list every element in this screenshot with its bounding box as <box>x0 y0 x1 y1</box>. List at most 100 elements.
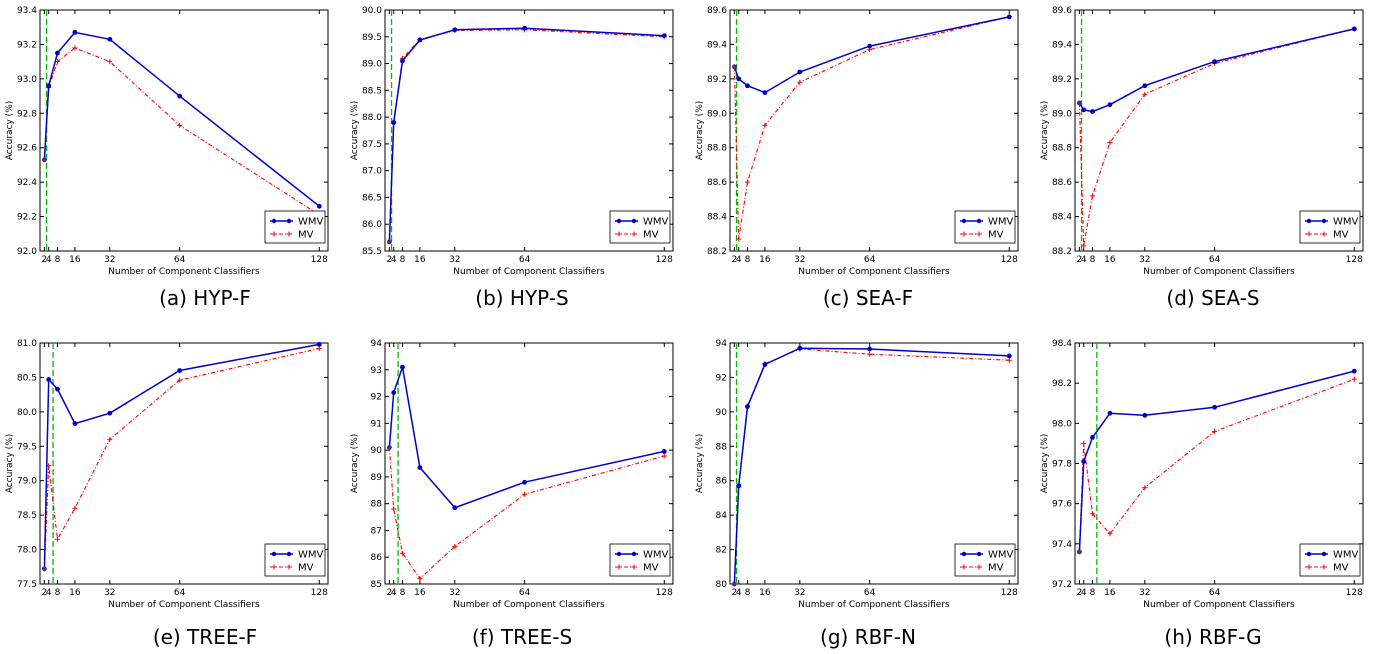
data-point-wmv <box>400 364 405 370</box>
y-tick-label: 89.6 <box>1052 6 1072 16</box>
y-axis-label: Accuracy (%) <box>695 101 705 161</box>
x-tick-label: 2 <box>41 255 47 265</box>
y-tick-label: 92.2 <box>17 213 37 223</box>
legend-marker-wmv <box>286 218 292 224</box>
x-tick-label: 4 <box>1081 255 1087 265</box>
y-tick-label: 87.5 <box>362 140 382 150</box>
legend-label-wmv: WMV <box>298 550 324 561</box>
data-point-wmv <box>316 203 322 209</box>
x-tick-label: 4 <box>1081 588 1087 598</box>
panel-5: 77.5 78.0 78.5 79.0 79.5 80.0 80.5 81.0 24 8 16 32 6… <box>5 339 329 649</box>
legend-marker-mv <box>271 231 277 237</box>
x-tick-label: 64 <box>174 588 186 598</box>
data-point-wmv <box>1142 83 1148 89</box>
data-point-mv <box>1089 511 1095 517</box>
y-tick-label: 77.5 <box>17 580 37 590</box>
plot-frame <box>1074 9 1364 252</box>
data-point-wmv <box>745 83 750 89</box>
data-point-mv <box>177 122 183 128</box>
y-tick-label: 89.0 <box>707 109 727 119</box>
y-tick-label: 94 <box>371 339 383 349</box>
panel-8: 97.2 97.4 97.6 97.8 98.0 98.2 98.4 24 8 16 32 64 128… <box>1040 339 1364 649</box>
legend-marker-wmv <box>616 551 622 557</box>
legend: WMV MV <box>954 543 1016 577</box>
legend-marker-mv <box>631 564 637 570</box>
y-tick-label: 92 <box>371 393 382 403</box>
y-tick-label: 98.2 <box>1052 379 1072 389</box>
legend-box <box>264 210 326 244</box>
panel-4: 88.2 88.4 88.6 88.8 89.0 89.2 89.4 89.6 24 8 16 32 6… <box>1040 6 1364 310</box>
legend-marker-wmv <box>976 551 982 557</box>
data-point-wmv <box>72 421 78 426</box>
legend-label-wmv: WMV <box>298 217 324 228</box>
legend: WMV MV <box>954 210 1016 244</box>
x-axis-label: Number of Component Classifiers <box>798 600 950 610</box>
data-point-wmv <box>46 377 52 382</box>
legend-marker-mv <box>286 564 292 570</box>
data-point-wmv <box>72 29 78 35</box>
y-tick-label: 91 <box>371 419 382 429</box>
y-tick-label: 89.2 <box>707 75 727 85</box>
x-tick-label: 32 <box>1139 588 1150 598</box>
legend-label-mv: MV <box>988 230 1004 241</box>
data-point-wmv <box>177 368 183 373</box>
legend-box <box>954 543 1016 577</box>
legend-label-wmv: WMV <box>1333 550 1359 561</box>
x-tick-label: 8 <box>400 588 406 598</box>
x-tick-label: 32 <box>104 588 115 598</box>
y-tick-label: 80 <box>716 580 728 590</box>
x-axis-label: Number of Component Classifiers <box>108 600 260 610</box>
x-tick-label: 32 <box>104 255 115 265</box>
x-tick-label: 8 <box>745 588 751 598</box>
y-tick-label: 98.0 <box>1052 419 1072 429</box>
data-point-wmv <box>1212 59 1218 65</box>
y-axis-label: Accuracy (%) <box>5 101 15 161</box>
panel-7: 80 82 84 86 88 90 92 94 24 8 16 32 64 128 Number of Co… <box>695 339 1019 649</box>
legend-label-mv: MV <box>643 230 659 241</box>
y-tick-label: 89.0 <box>362 60 382 70</box>
y-axis-label: Accuracy (%) <box>695 434 705 494</box>
plot-frame <box>384 9 674 252</box>
legend: WMV MV <box>609 543 671 577</box>
legend-marker-mv <box>1306 231 1312 237</box>
panel-2: 85.5 86.0 86.5 87.0 87.5 88.0 88.5 89.0 89.5 90.0… <box>350 6 674 310</box>
x-tick-label: 32 <box>794 588 805 598</box>
x-tick-label: 2 <box>41 588 47 598</box>
panel-caption: (a) HYP-F <box>159 286 251 310</box>
x-tick-label: 32 <box>449 255 460 265</box>
y-tick-label: 88.2 <box>1052 247 1072 257</box>
x-tick-label: 8 <box>1090 588 1096 598</box>
x-tick-label: 128 <box>311 588 328 598</box>
y-tick-label: 85.5 <box>362 247 382 257</box>
y-tick-label: 93.0 <box>17 75 37 85</box>
data-point-wmv <box>452 27 458 33</box>
x-tick-label: 2 <box>386 588 392 598</box>
data-point-mv <box>391 506 397 512</box>
y-tick-label: 88.4 <box>707 213 727 223</box>
y-tick-label: 88.5 <box>362 86 382 96</box>
x-axis-label: Number of Component Classifiers <box>453 600 605 610</box>
legend-box <box>1299 210 1361 244</box>
x-tick-label: 64 <box>1209 588 1221 598</box>
y-tick-label: 88.6 <box>1052 178 1072 188</box>
series-line-wmv <box>388 27 665 242</box>
panel-1: 92.0 92.2 92.4 92.6 92.8 93.0 93.2 93.4 24 8 16 32 6… <box>5 6 329 310</box>
data-point-wmv <box>731 581 737 587</box>
y-axis-label: Accuracy (%) <box>350 434 360 494</box>
series-line-mv <box>388 29 665 242</box>
panel-caption: (b) HYP-S <box>475 286 568 310</box>
x-tick-label: 8 <box>55 588 61 598</box>
legend-box <box>609 210 671 244</box>
y-tick-label: 88.2 <box>707 247 727 257</box>
data-point-mv <box>417 576 423 582</box>
y-tick-label: 87.0 <box>362 167 382 177</box>
legend: WMV MV <box>1299 543 1361 577</box>
x-tick-label: 32 <box>794 255 805 265</box>
legend-marker-mv <box>616 231 622 237</box>
series-line-mv <box>43 347 320 569</box>
legend: WMV MV <box>264 210 326 244</box>
legend-marker-mv <box>286 231 292 237</box>
y-tick-label: 92.8 <box>17 109 37 119</box>
y-tick-label: 89.6 <box>707 6 727 16</box>
